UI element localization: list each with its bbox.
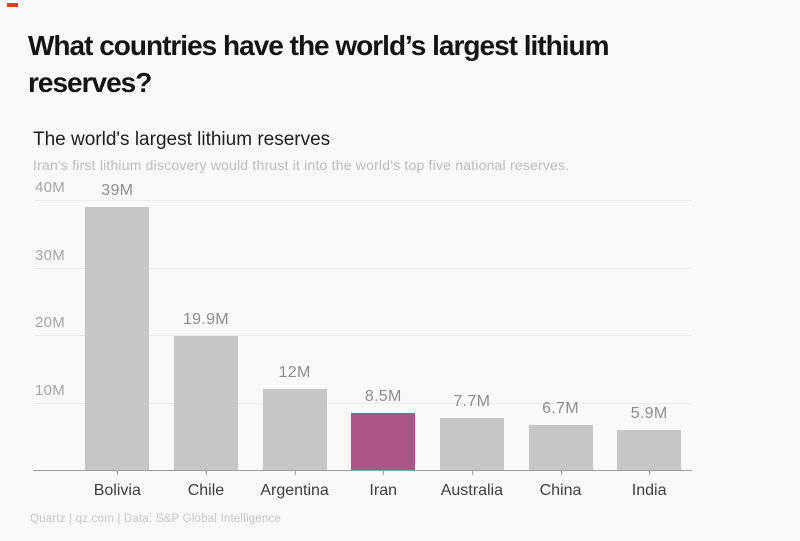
x-axis-label-china: China [539,482,582,499]
bar-iran [351,412,416,470]
x-axis-line [33,470,692,471]
bar-value-chile: 19.9M [182,310,229,328]
bar-argentina [262,389,327,470]
bar-chile [173,335,238,470]
gridline-40m [35,200,692,201]
x-axis-tick-china [560,470,562,475]
gridline-30m [35,267,692,269]
x-axis-label-iran: Iran [369,482,397,499]
x-axis-tick-australia [471,470,473,475]
x-axis-label-australia: Australia [440,482,503,499]
x-axis-label-argentina: Argentina [260,482,329,499]
y-axis-label-20m: 20M [35,314,66,331]
bar-value-china: 6.7M [542,399,579,417]
bar-bolivia [85,206,150,470]
x-axis-label-bolivia: Bolivia [93,482,141,499]
y-axis-label-30m: 30M [35,246,66,264]
chart-title: The world's largest lithium reserves [33,129,331,150]
x-axis-tick-bolivia [117,470,119,475]
bar-value-iran: 8.5M [364,387,402,405]
source-credit: Quartz | qz.com | Data: S&P Global Intel… [30,513,282,525]
x-axis-tick-chile [205,470,207,475]
x-axis-tick-iran [383,470,385,475]
y-axis-label-40m: 40M [35,179,66,196]
bar-value-argentina: 12M [278,364,311,381]
page-title: What countries have the world’s largest … [28,30,610,98]
x-axis-tick-argentina [294,470,296,475]
bar-value-australia: 7.7M [453,393,491,411]
bar-australia [439,418,504,470]
x-axis-label-chile: Chile [187,482,225,499]
bar-value-india: 5.9M [630,405,668,423]
bar-china [528,424,593,470]
brand-mark [7,3,18,7]
bar-value-bolivia: 39M [101,181,134,199]
x-axis-tick-india [649,470,651,475]
bar-india [617,430,682,470]
gridline-20m [35,335,692,336]
y-axis-label-10m: 10M [35,381,66,399]
chart-subtitle: Iran's first lithium discovery would thr… [33,157,570,173]
gridline-10m [35,402,692,404]
x-axis-label-india: India [631,482,667,499]
